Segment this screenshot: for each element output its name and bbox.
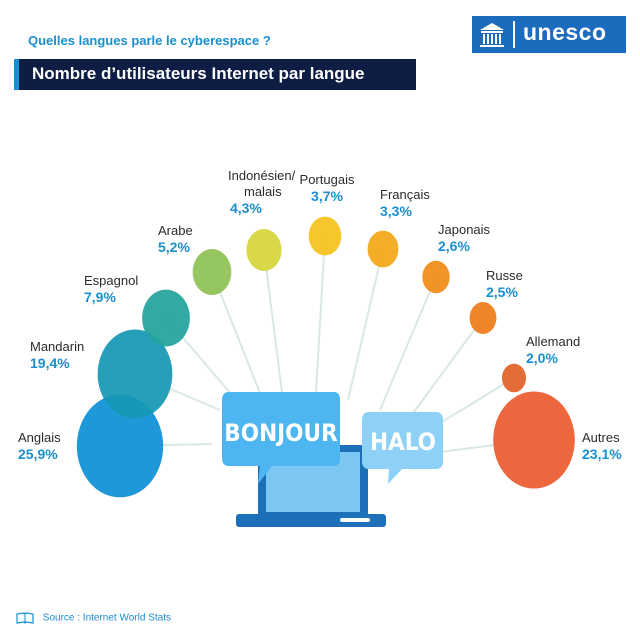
logo-text: unesco <box>523 19 607 45</box>
halo-text: HALO <box>370 428 436 456</box>
subtitle: Quelles langues parle le cyberespace ? <box>28 33 271 48</box>
source-text: Source : Internet World Stats <box>42 612 171 624</box>
circle-russe <box>469 302 497 334</box>
value-fran-ais: 3,3% <box>380 203 412 219</box>
value-mandarin: 19,4% <box>30 355 70 371</box>
label-arabe: Arabe <box>158 223 193 238</box>
label-anglais: Anglais <box>18 430 61 445</box>
value-russe: 2,5% <box>486 284 518 300</box>
label-indon-sien-malais-2: malais <box>244 184 282 199</box>
page-title: Nombre d’utilisateurs Internet par langu… <box>32 64 365 83</box>
circle-autres <box>493 391 575 489</box>
value-indon-sien-malais: 4,3% <box>230 200 262 216</box>
circle-portugais <box>308 216 342 256</box>
circle-mandarin <box>97 329 173 419</box>
bonjour-speech-bubble <box>222 392 340 484</box>
laptop-touchpad <box>340 518 370 522</box>
circle-anglais <box>76 394 164 498</box>
connector-line-fran-ais <box>347 248 384 401</box>
unesco-logo: unesco <box>472 16 626 53</box>
connector-line-indon-sien-malais <box>263 249 283 394</box>
circle-fran-ais <box>367 230 399 268</box>
logo-separator <box>513 21 515 48</box>
connector-line-russe <box>407 317 484 421</box>
circle-japonais <box>422 260 450 294</box>
label-mandarin: Mandarin <box>30 339 84 354</box>
value-espagnol: 7,9% <box>84 289 116 305</box>
source-footer: Source : Internet World Stats <box>16 612 171 624</box>
laptop-illustration: BONJOUR HALO <box>222 392 443 527</box>
circle-indon-sien-malais <box>246 229 282 271</box>
label-japonais: Japonais <box>438 222 491 237</box>
value-autres: 23,1% <box>582 446 622 462</box>
label-indon-sien-malais-1: Indonésien/ <box>228 168 296 183</box>
value-arabe: 5,2% <box>158 239 190 255</box>
laptop-keyboard <box>236 514 386 527</box>
language-circles <box>76 216 575 498</box>
temple-icon <box>480 23 504 47</box>
label-allemand: Allemand <box>526 334 580 349</box>
label-russe: Russe <box>486 268 523 283</box>
circle-allemand <box>502 363 526 393</box>
value-anglais: 25,9% <box>18 446 58 462</box>
label-fran-ais: Français <box>380 187 430 202</box>
value-japonais: 2,6% <box>438 238 470 254</box>
connector-line-allemand <box>431 377 515 429</box>
label-autres: Autres <box>582 430 620 445</box>
label-portugais: Portugais <box>300 172 355 187</box>
book-icon <box>16 612 34 624</box>
bonjour-text: BONJOUR <box>224 419 338 447</box>
value-portugais: 3,7% <box>311 188 343 204</box>
title-bar: Nombre d’utilisateurs Internet par langu… <box>14 59 416 90</box>
connector-line-japonais <box>379 276 437 411</box>
label-espagnol: Espagnol <box>84 273 138 288</box>
circle-espagnol <box>142 289 190 347</box>
value-allemand: 2,0% <box>526 350 558 366</box>
circle-arabe <box>192 248 232 296</box>
connector-line-portugais <box>315 235 326 394</box>
halo-speech-bubble <box>362 412 443 484</box>
